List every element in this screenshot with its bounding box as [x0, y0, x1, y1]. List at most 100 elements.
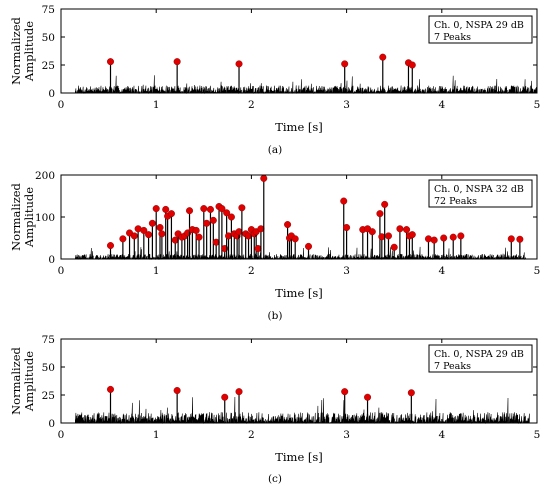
ylabel-a-line1: Normalized	[9, 16, 23, 84]
peak-marker	[449, 233, 457, 241]
ylabel-c-line2: Amplitude	[22, 351, 36, 412]
peak-marker	[235, 388, 243, 396]
peak-marker	[200, 205, 208, 213]
x-tick-label: 2	[248, 99, 255, 111]
y-tick-label: 75	[42, 4, 55, 16]
y-tick-label: 25	[42, 60, 55, 72]
peaks-a	[107, 53, 416, 93]
peak-marker	[364, 393, 372, 401]
legend-b-line2: 72 Peaks	[434, 196, 477, 207]
plot-frame-a	[60, 8, 538, 94]
ylabel-b-line2: Amplitude	[22, 187, 36, 248]
peak-marker	[192, 226, 200, 234]
peak-marker	[223, 209, 231, 217]
peak-marker	[341, 60, 349, 68]
peak-marker	[107, 58, 115, 66]
y-tick-label: 75	[42, 334, 55, 346]
peak-marker	[284, 221, 292, 229]
signal-c	[61, 396, 537, 425]
ticks-b: 0 1 2 3 4 5 0 100 200	[35, 170, 540, 277]
peak-marker	[396, 225, 404, 233]
peak-marker	[408, 61, 416, 69]
peak-marker	[140, 226, 148, 234]
peaks-b	[107, 174, 524, 259]
peak-marker	[173, 387, 181, 395]
caption-c: (c)	[268, 473, 282, 485]
peak-marker	[107, 385, 115, 393]
legend-a-line1: Ch. 0, NSPA 29 dB	[434, 20, 524, 31]
x-tick-label: 1	[153, 429, 160, 441]
legend-c-line2: 7 Peaks	[434, 361, 471, 372]
legend-b-line1: Ch. 0, NSPA 32 dB	[434, 184, 524, 195]
peak-marker	[152, 205, 160, 213]
peak-marker	[145, 231, 153, 239]
peak-marker	[440, 234, 448, 242]
x-tick-label: 1	[153, 99, 160, 111]
peak-marker	[148, 219, 156, 227]
peak-marker	[384, 232, 392, 240]
signal-trace	[61, 396, 537, 425]
peak-marker	[343, 223, 351, 231]
ylabel-c-line1: Normalized	[9, 346, 23, 414]
peak-marker	[221, 393, 229, 401]
peak-marker	[186, 207, 194, 215]
y-tick-label: 200	[35, 170, 55, 182]
peak-marker	[430, 236, 438, 244]
peak-marker	[408, 231, 416, 239]
peak-marker	[341, 388, 349, 396]
signal-trace	[61, 246, 537, 261]
x-tick-label: 4	[438, 99, 445, 111]
peaks-c	[107, 385, 415, 423]
peak-marker	[305, 242, 313, 250]
panel-b: 0 1 2 3 4 5 0 100 200 Normalized Amplitude Time …	[9, 170, 540, 322]
peak-marker	[507, 235, 515, 243]
peak-marker	[206, 205, 214, 213]
ylabel-a-line2: Amplitude	[22, 21, 36, 82]
x-tick-label: 5	[534, 429, 541, 441]
peak-marker	[167, 210, 175, 218]
ylabel-b-line1: Normalized	[9, 182, 23, 250]
legend-a: Ch. 0, NSPA 29 dB 7 Peaks	[428, 15, 533, 44]
xlabel-c: Time [s]	[275, 450, 323, 464]
peak-marker	[238, 204, 246, 212]
peak-marker	[368, 228, 376, 236]
peak-marker	[457, 232, 465, 240]
peak-marker	[158, 230, 166, 238]
x-tick-label: 0	[58, 265, 65, 277]
signal-a	[61, 75, 538, 95]
peak-marker	[403, 226, 411, 234]
legend-b: Ch. 0, NSPA 32 dB 72 Peaks	[428, 179, 533, 208]
x-tick-label: 3	[343, 265, 350, 277]
peak-marker	[235, 60, 243, 68]
peak-marker	[376, 210, 384, 218]
x-tick-label: 3	[343, 99, 350, 111]
legend-c-line1: Ch. 0, NSPA 29 dB	[434, 349, 524, 360]
y-tick-label: 100	[35, 212, 55, 224]
peak-marker	[260, 174, 268, 182]
x-tick-label: 0	[58, 429, 65, 441]
y-tick-label: 50	[42, 32, 55, 44]
peak-marker	[209, 216, 217, 224]
y-tick-label: 0	[48, 254, 55, 266]
peak-marker	[130, 232, 138, 240]
peak-marker	[227, 213, 235, 221]
peak-marker	[340, 197, 348, 205]
legend-box-a	[428, 15, 533, 44]
y-tick-label: 0	[48, 418, 55, 430]
x-tick-label: 1	[153, 265, 160, 277]
x-tick-label: 2	[248, 265, 255, 277]
peak-marker	[173, 58, 181, 66]
x-tick-label: 3	[343, 429, 350, 441]
x-tick-label: 4	[438, 265, 445, 277]
peak-marker	[407, 389, 415, 397]
y-tick-label: 25	[42, 390, 55, 402]
peak-marker	[203, 219, 211, 227]
x-tick-label: 4	[438, 429, 445, 441]
peak-marker	[156, 223, 164, 231]
x-tick-label: 5	[534, 265, 541, 277]
